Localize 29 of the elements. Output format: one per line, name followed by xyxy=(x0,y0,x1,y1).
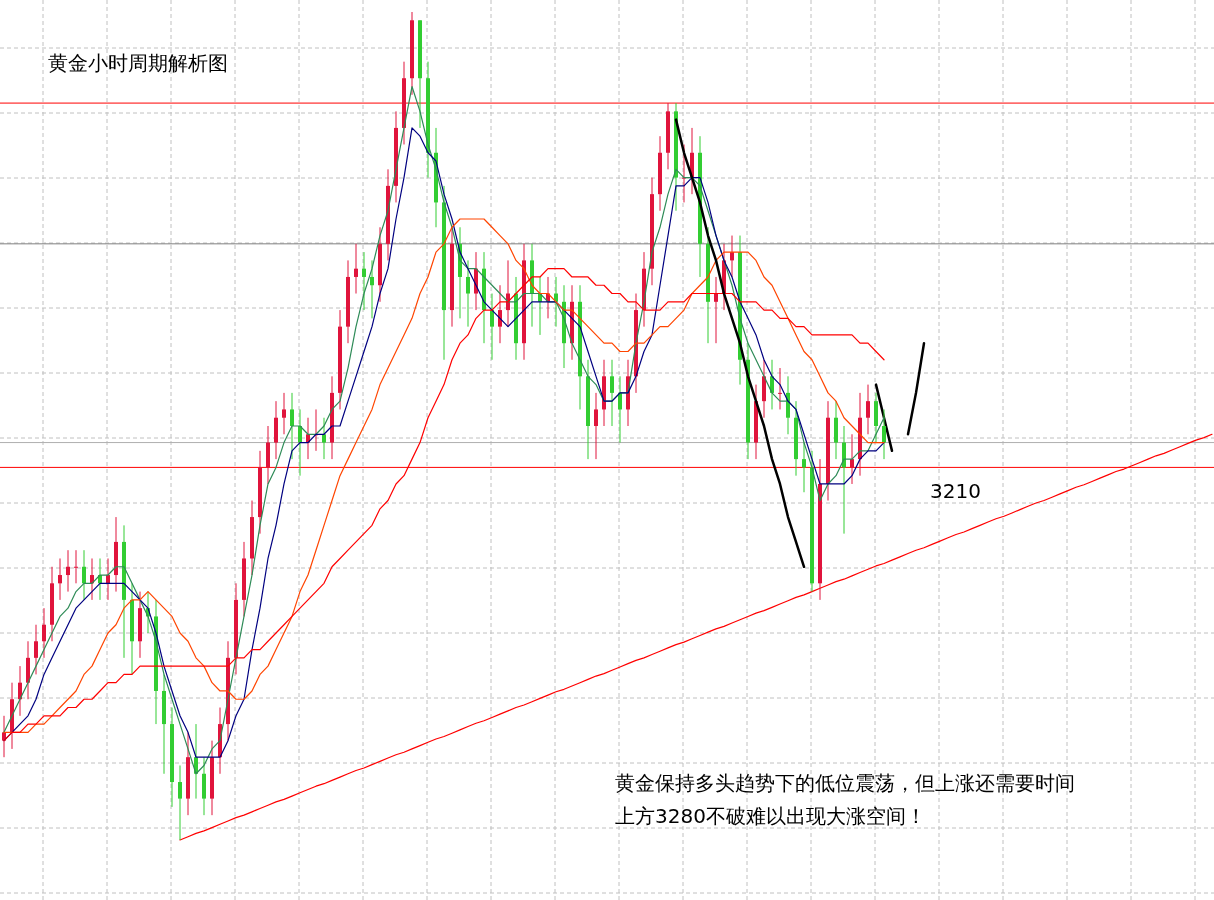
candlestick xyxy=(466,259,470,328)
candlestick xyxy=(298,408,302,477)
candlestick xyxy=(58,557,62,601)
candlestick xyxy=(682,143,686,203)
annotation: 3210 xyxy=(930,479,981,503)
candlestick xyxy=(354,243,358,295)
candlestick xyxy=(290,392,294,460)
candlestick xyxy=(66,549,70,593)
candlestick xyxy=(490,293,494,361)
candlestick xyxy=(882,408,886,460)
candlestick xyxy=(610,359,614,427)
candlestick xyxy=(714,276,718,344)
candlestick xyxy=(594,392,598,460)
candlestick xyxy=(34,624,38,675)
candlestick xyxy=(866,384,870,435)
candlestick xyxy=(178,764,182,841)
candlestick xyxy=(74,549,78,584)
candlestick xyxy=(42,607,46,659)
candlestick xyxy=(82,549,86,601)
annotation: 黄金保持多头趋势下的低位震荡，但上涨还需要时间上方3280不破难以出现大涨空间！ xyxy=(615,771,1075,828)
text: 黄金小时周期解析图 xyxy=(48,51,228,75)
candlestick xyxy=(106,557,110,601)
candlestick xyxy=(778,367,782,410)
candlestick xyxy=(370,259,374,319)
candlestick xyxy=(498,284,502,344)
candlestick xyxy=(802,442,806,493)
candlestick xyxy=(322,417,326,460)
candlestick xyxy=(362,251,366,311)
candlestick xyxy=(282,392,286,435)
